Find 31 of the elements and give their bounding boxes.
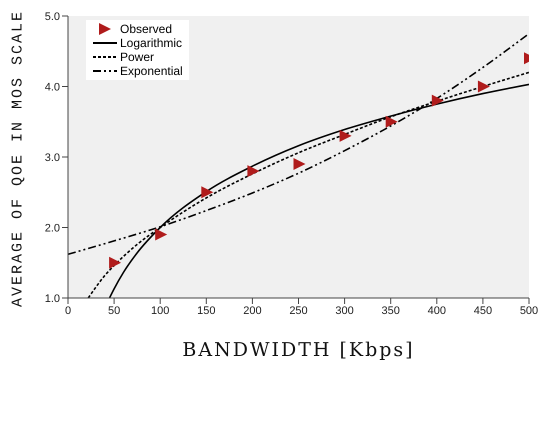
y-tick-label: 5.0 <box>44 10 60 23</box>
y-axis-title: AVERAGE OF QOE IN MOS SCALE <box>9 10 26 307</box>
point <box>294 158 306 170</box>
point <box>109 256 122 269</box>
point <box>386 116 398 128</box>
x-tick-label: 450 <box>474 304 492 317</box>
x-tick-label: 200 <box>243 304 262 317</box>
x-tick-label: 300 <box>335 304 354 317</box>
y-tick-label: 2.0 <box>44 222 60 234</box>
point <box>340 130 352 142</box>
x-tick-label: 50 <box>108 304 120 317</box>
point <box>247 165 260 178</box>
x-tick-label: 250 <box>289 304 308 317</box>
x-tick-label: 400 <box>428 304 446 317</box>
y-tick-label: 3.0 <box>44 152 60 164</box>
x-axis-title: BANDWIDTH [Kbps] <box>182 339 415 361</box>
point <box>201 186 214 198</box>
legend-label: Exponential <box>120 64 183 78</box>
legend-label: Observed <box>120 22 172 36</box>
y-tick-label: 1.0 <box>44 292 60 305</box>
x-tick-label: 0 <box>64 304 72 317</box>
x-tick-label: 350 <box>382 304 400 317</box>
point <box>478 80 490 92</box>
legend-label: Power <box>120 50 154 64</box>
y-tick-label: 4.0 <box>44 81 60 94</box>
x-tick-label: 500 <box>520 304 538 317</box>
legend-label: Logarithmic <box>120 36 182 50</box>
x-tick-label: 100 <box>151 304 170 317</box>
point <box>432 94 444 107</box>
point <box>155 228 168 241</box>
x-tick-label: 150 <box>197 304 216 317</box>
